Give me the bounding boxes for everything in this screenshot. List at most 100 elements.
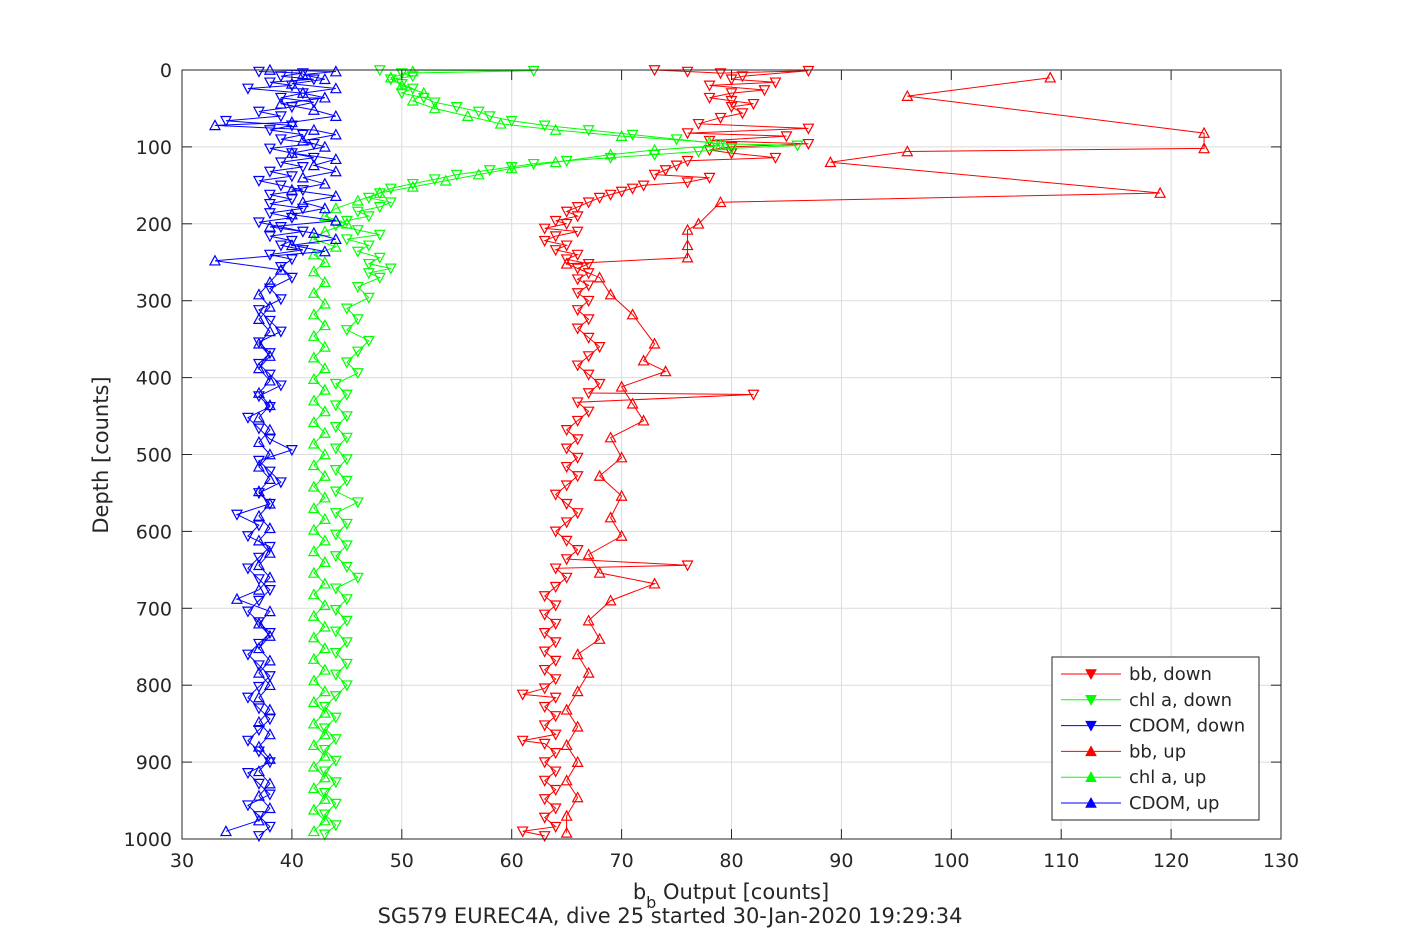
data-point-chl-a-down — [428, 174, 441, 186]
data-point-cdom-down — [274, 92, 287, 104]
data-point-chl-a-down — [329, 755, 342, 767]
data-point-cdom-up — [252, 765, 265, 777]
data-point-bb-down — [560, 480, 573, 492]
data-point-bb-up — [560, 738, 573, 751]
data-point-cdom-down — [241, 606, 254, 618]
data-point-bb-down — [549, 821, 562, 833]
data-point-chl-a-down — [351, 368, 364, 380]
data-point-cdom-down — [252, 423, 265, 435]
data-point-cdom-down — [263, 541, 276, 554]
data-point-cdom-up — [318, 177, 331, 189]
data-point-cdom-up — [208, 254, 221, 266]
data-point-chl-a-down — [340, 615, 353, 627]
data-point-bb-down — [681, 66, 694, 78]
data-point-bb-down — [615, 186, 628, 198]
data-point-bb-up — [692, 217, 705, 229]
data-point-chl-a-up — [318, 577, 331, 589]
data-point-bb-up — [571, 685, 584, 697]
data-point-chl-a-down — [527, 158, 540, 171]
data-point-cdom-down — [274, 157, 287, 169]
data-point-chl-a-up — [318, 491, 331, 503]
data-point-cdom-down — [263, 789, 276, 801]
data-point-bb-down — [582, 258, 595, 271]
data-point-bb-down — [703, 80, 716, 92]
data-point-bb-down — [538, 223, 551, 235]
data-point-cdom-up — [263, 522, 276, 534]
data-point-chl-a-down — [450, 102, 463, 114]
data-point-chl-a-down — [340, 540, 353, 552]
data-point-bb-down — [769, 152, 782, 164]
data-point-chl-a-down — [340, 325, 353, 337]
data-point-bb-down — [560, 535, 573, 547]
data-point-chl-a-up — [318, 469, 331, 481]
data-point-chl-a-down — [362, 211, 375, 223]
data-point-cdom-up — [329, 165, 342, 177]
data-point-cdom-down — [241, 692, 254, 704]
data-point-bb-down — [725, 102, 738, 114]
data-point-bb-down — [538, 235, 551, 247]
data-point-chl-a-up — [307, 609, 320, 621]
data-point-cdom-down — [241, 563, 254, 575]
data-point-cdom-down — [285, 272, 298, 284]
data-point-bb-down — [582, 406, 595, 418]
data-point-bb-down — [736, 108, 749, 120]
data-point-bb-up — [681, 251, 694, 263]
data-point-chl-a-down — [329, 820, 342, 832]
data-point-bb-down — [802, 65, 815, 78]
data-point-chl-a-up — [549, 156, 562, 168]
data-point-bb-down — [604, 189, 617, 201]
data-point-chl-a-down — [362, 258, 375, 271]
data-point-bb-down — [538, 738, 551, 750]
y-tick-label: 500 — [136, 445, 172, 467]
data-point-bb-up — [604, 431, 617, 443]
data-point-bb-down — [549, 766, 562, 778]
data-point-bb-down — [538, 701, 551, 713]
data-point-bb-down — [736, 71, 749, 83]
x-tick-label: 70 — [610, 850, 634, 872]
data-point-cdom-up — [252, 435, 265, 448]
data-point-chl-a-up — [505, 162, 518, 174]
data-point-chl-a-up — [307, 588, 320, 600]
data-point-chl-a-up — [318, 814, 331, 826]
data-point-cdom-down — [263, 77, 276, 89]
data-point-bb-up — [560, 826, 573, 838]
data-point-chl-a-up — [318, 405, 331, 417]
data-point-chl-a-up — [472, 168, 485, 180]
y-tick-label: 900 — [136, 752, 172, 774]
data-point-cdom-up — [252, 642, 265, 654]
data-point-chl-a-up — [318, 362, 331, 374]
data-point-cdom-down — [252, 305, 265, 317]
data-point-bb-down — [703, 172, 716, 184]
data-point-cdom-up — [263, 678, 276, 691]
legend-marker — [1085, 695, 1097, 706]
data-point-bb-down — [549, 618, 562, 630]
data-point-chl-a-down — [362, 240, 375, 252]
data-point-bb-down — [549, 215, 562, 227]
data-point-chl-a-up — [307, 372, 320, 384]
data-point-cdom-down — [296, 162, 309, 174]
data-point-cdom-down — [263, 434, 276, 446]
data-point-bb-up — [593, 469, 606, 481]
data-point-cdom-up — [252, 337, 265, 349]
x-tick-label: 100 — [933, 850, 969, 872]
data-point-cdom-down — [252, 520, 265, 532]
data-point-bb-down — [758, 85, 771, 97]
data-point-bb-down — [626, 183, 639, 195]
data-point-chl-a-down — [384, 263, 397, 275]
y-tick-label: 700 — [136, 598, 172, 620]
data-point-cdom-down — [285, 235, 298, 247]
data-point-chl-a-up — [318, 728, 331, 740]
data-point-cdom-up — [252, 386, 265, 398]
x-axis-label-subscript: b — [646, 893, 656, 912]
data-point-bb-down — [593, 192, 606, 204]
data-point-cdom-down — [263, 249, 276, 261]
data-point-bb-down — [516, 689, 529, 701]
data-point-chl-a-up — [307, 248, 320, 260]
data-point-cdom-down — [252, 488, 265, 500]
data-point-cdom-down — [263, 189, 276, 201]
data-point-bb-up — [659, 365, 672, 377]
data-point-chl-a-up — [318, 340, 331, 352]
data-point-bb-down — [549, 581, 562, 594]
data-point-bb-down — [560, 443, 573, 455]
data-point-cdom-up — [252, 362, 265, 374]
